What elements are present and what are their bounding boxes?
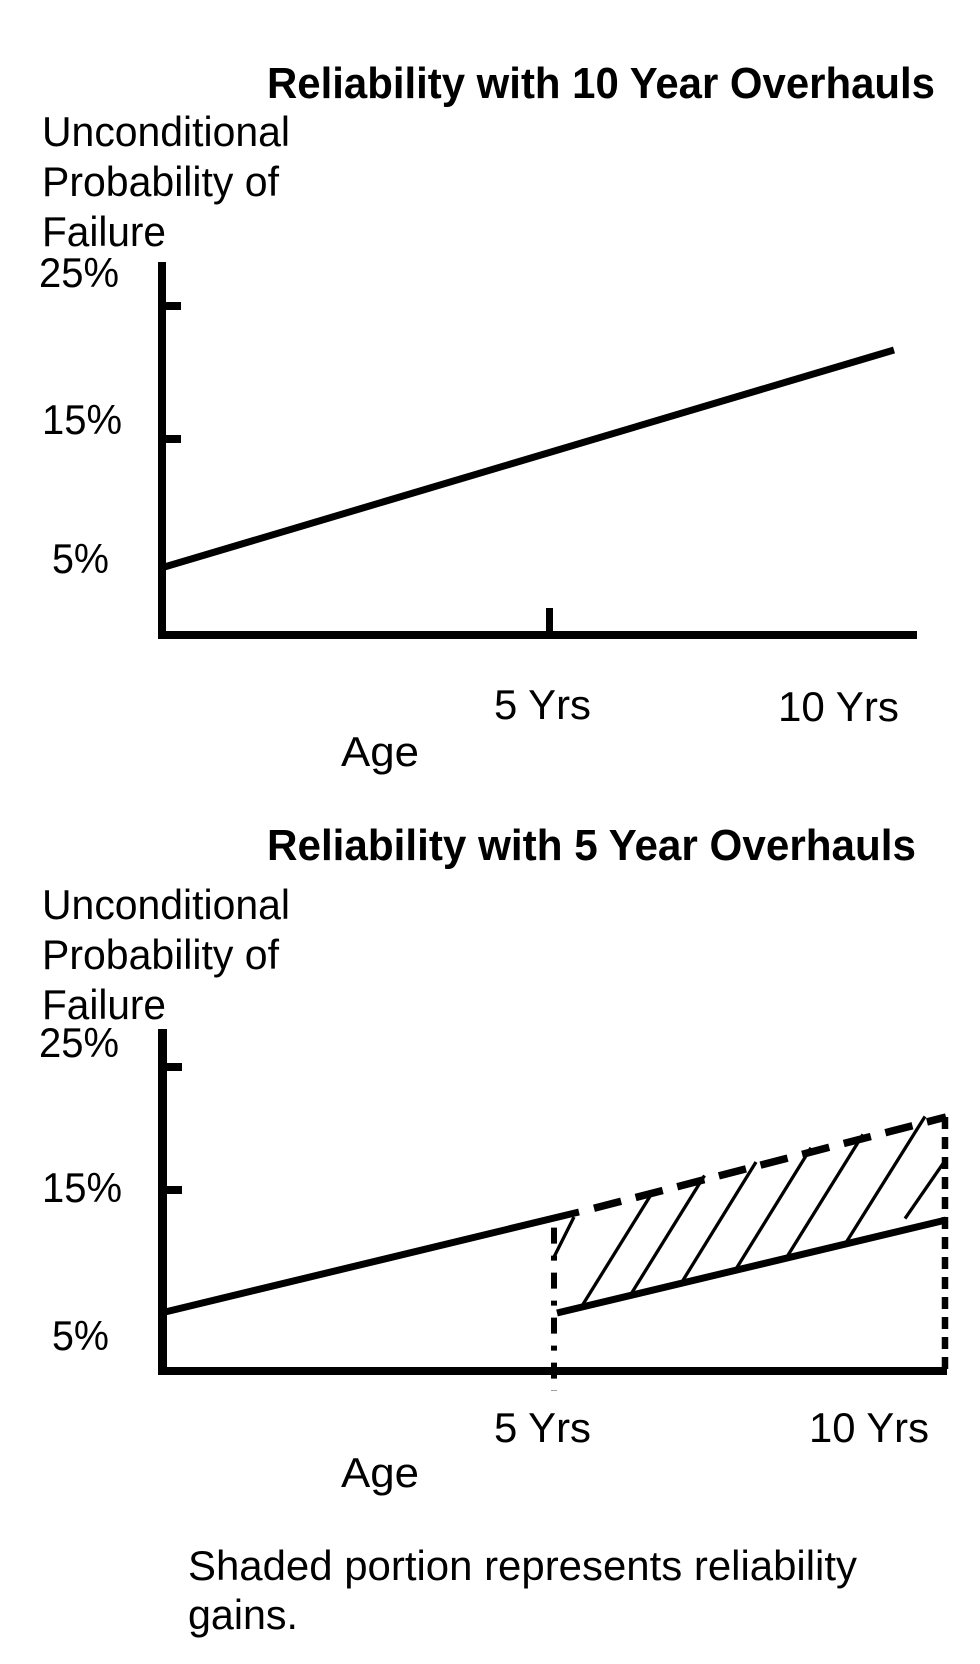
svg-text:5 Yrs: 5 Yrs [494, 1404, 591, 1451]
svg-text:Age: Age [341, 1449, 419, 1496]
svg-text:5 Yrs: 5 Yrs [494, 681, 591, 728]
svg-text:Failure: Failure [42, 981, 166, 1028]
svg-text:25%: 25% [39, 249, 119, 296]
svg-text:25%: 25% [39, 1019, 119, 1066]
svg-text:Shaded portion represents reli: Shaded portion represents reliability [188, 1542, 857, 1589]
svg-text:15%: 15% [42, 1164, 122, 1211]
svg-text:Unconditional: Unconditional [42, 108, 290, 155]
svg-text:5%: 5% [52, 1312, 109, 1359]
svg-text:Reliability with 5 Year Overha: Reliability with 5 Year Overhauls [267, 821, 916, 870]
svg-text:15%: 15% [42, 396, 122, 443]
svg-text:Unconditional: Unconditional [42, 881, 290, 928]
svg-text:10 Yrs: 10 Yrs [778, 683, 899, 730]
svg-text:Reliability with 10 Year Overh: Reliability with 10 Year Overhauls [267, 59, 935, 108]
svg-text:gains.: gains. [188, 1591, 298, 1638]
svg-text:5%: 5% [52, 535, 109, 582]
svg-text:Failure: Failure [42, 208, 166, 255]
svg-text:Age: Age [341, 728, 419, 775]
svg-text:10 Yrs: 10 Yrs [809, 1404, 929, 1451]
svg-text:Probability of: Probability of [42, 158, 279, 205]
svg-text:Probability of: Probability of [42, 931, 279, 978]
